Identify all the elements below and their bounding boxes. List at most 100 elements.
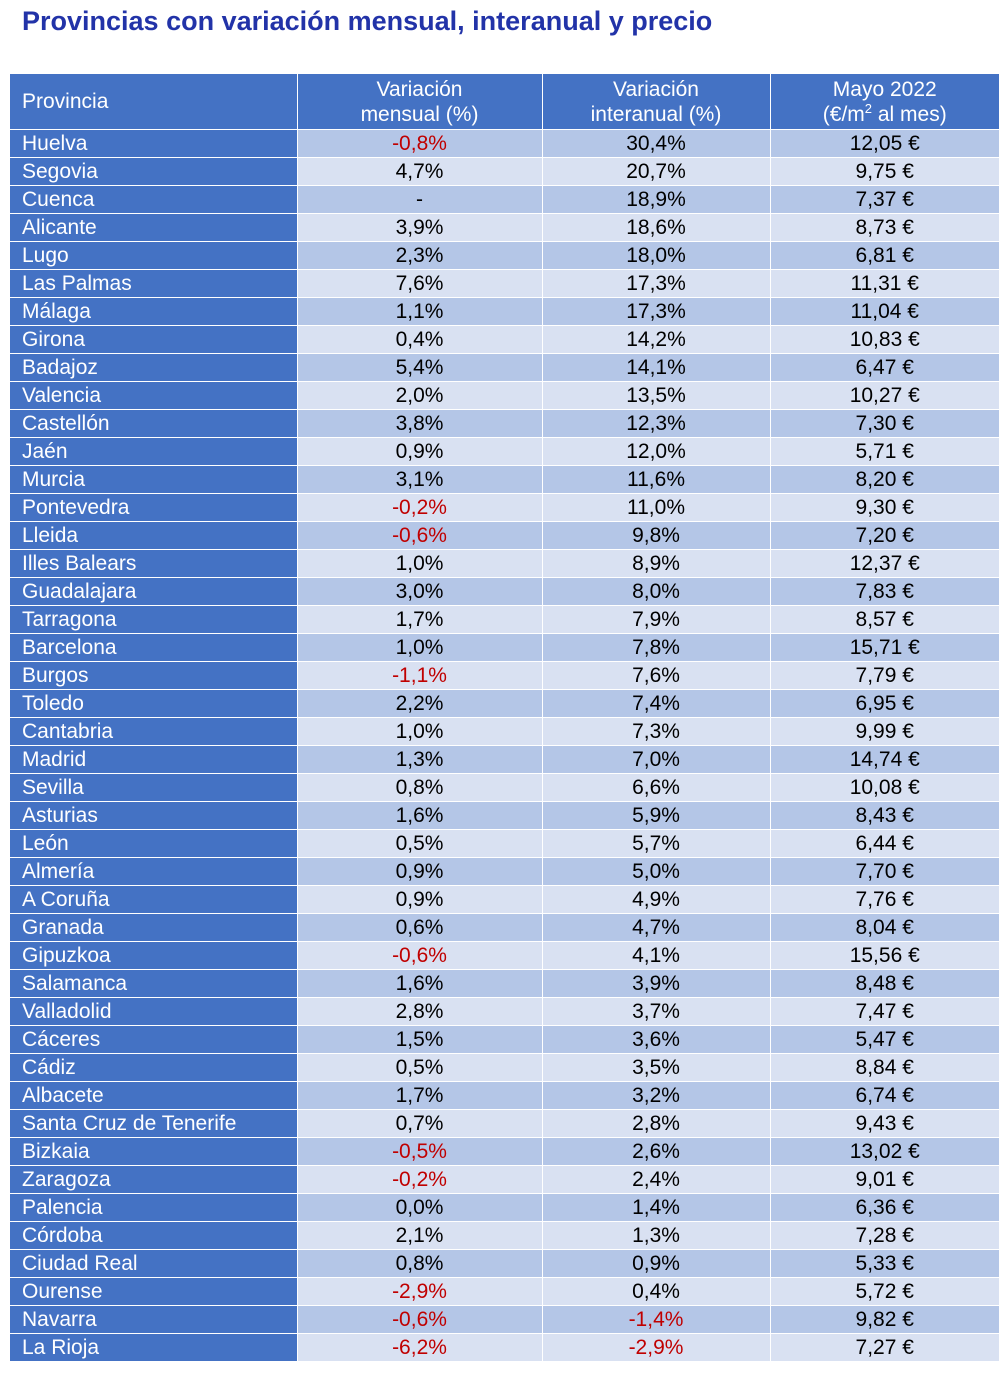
- table-row: Tarragona 1,7% 7,9% 8,57 €: [10, 605, 999, 634]
- cell-variacion-mensual: 5,4%: [297, 353, 543, 382]
- table-row: Toledo 2,2% 7,4% 6,95 €: [10, 689, 999, 718]
- cell-variacion-mensual: -1,1%: [297, 661, 543, 690]
- table-row: Lleida -0,6% 9,8% 7,20 €: [10, 521, 999, 550]
- table-body: Huelva -0,8% 30,4% 12,05 € Segovia 4,7% 20,7% 9…: [10, 129, 999, 1361]
- table-row: Asturias 1,6% 5,9% 8,43 €: [10, 801, 999, 830]
- cell-precio: 6,74 €: [770, 1081, 999, 1110]
- cell-variacion-mensual: 0,0%: [297, 1193, 543, 1222]
- cell-variacion-interanual: 6,6%: [542, 773, 771, 802]
- header-precio-unit-post: al mes): [872, 102, 947, 126]
- header-precio: Mayo 2022 (€/m2 al mes): [770, 74, 999, 130]
- provinces-table: Provincia Variación mensual (%) Variació…: [10, 74, 999, 1361]
- cell-variacion-interanual: 30,4%: [542, 129, 771, 158]
- cell-variacion-interanual: 14,1%: [542, 353, 771, 382]
- header-row: Provincia Variación mensual (%) Variació…: [10, 74, 999, 130]
- cell-precio: 6,36 €: [770, 1193, 999, 1222]
- table-row: Illes Balears 1,0% 8,9% 12,37 €: [10, 549, 999, 578]
- cell-variacion-interanual: 2,8%: [542, 1109, 771, 1138]
- cell-precio: 11,31 €: [770, 269, 999, 298]
- table-row: Córdoba 2,1% 1,3% 7,28 €: [10, 1221, 999, 1250]
- cell-variacion-mensual: 0,9%: [297, 857, 543, 886]
- cell-precio: 11,04 €: [770, 297, 999, 326]
- cell-variacion-mensual: 1,0%: [297, 549, 543, 578]
- cell-variacion-interanual: 12,3%: [542, 409, 771, 438]
- cell-provincia: Tarragona: [10, 605, 298, 634]
- cell-variacion-mensual: 2,0%: [297, 381, 543, 410]
- cell-provincia: Lleida: [10, 521, 298, 550]
- cell-variacion-interanual: -1,4%: [542, 1305, 771, 1334]
- cell-variacion-interanual: 13,5%: [542, 381, 771, 410]
- cell-variacion-mensual: 1,1%: [297, 297, 543, 326]
- cell-precio: 7,70 €: [770, 857, 999, 886]
- cell-precio: 10,27 €: [770, 381, 999, 410]
- cell-provincia: Cáceres: [10, 1025, 298, 1054]
- cell-precio: 10,83 €: [770, 325, 999, 354]
- cell-provincia: Las Palmas: [10, 269, 298, 298]
- table-row: Cáceres 1,5% 3,6% 5,47 €: [10, 1025, 999, 1054]
- cell-variacion-interanual: 18,0%: [542, 241, 771, 270]
- cell-variacion-interanual: 18,9%: [542, 185, 771, 214]
- cell-precio: 8,43 €: [770, 801, 999, 830]
- table-row: Jaén 0,9% 12,0% 5,71 €: [10, 437, 999, 466]
- cell-variacion-interanual: 3,7%: [542, 997, 771, 1026]
- cell-provincia: Córdoba: [10, 1221, 298, 1250]
- header-precio-line1: Mayo 2022: [832, 77, 937, 101]
- cell-variacion-interanual: 14,2%: [542, 325, 771, 354]
- cell-provincia: A Coruña: [10, 885, 298, 914]
- cell-variacion-interanual: 20,7%: [542, 157, 771, 186]
- cell-variacion-mensual: 0,9%: [297, 437, 543, 466]
- cell-variacion-interanual: 2,4%: [542, 1165, 771, 1194]
- cell-precio: 9,99 €: [770, 717, 999, 746]
- table-row: Alicante 3,9% 18,6% 8,73 €: [10, 213, 999, 242]
- cell-precio: 5,72 €: [770, 1277, 999, 1306]
- cell-provincia: Barcelona: [10, 633, 298, 662]
- cell-variacion-interanual: 1,4%: [542, 1193, 771, 1222]
- table-row: León 0,5% 5,7% 6,44 €: [10, 829, 999, 858]
- cell-variacion-mensual: -2,9%: [297, 1277, 543, 1306]
- cell-variacion-mensual: -0,6%: [297, 941, 543, 970]
- cell-provincia: Murcia: [10, 465, 298, 494]
- cell-precio: 15,56 €: [770, 941, 999, 970]
- cell-variacion-mensual: -0,2%: [297, 493, 543, 522]
- header-interanual-line2: interanual (%): [590, 102, 722, 126]
- cell-variacion-mensual: 4,7%: [297, 157, 543, 186]
- cell-precio: 5,47 €: [770, 1025, 999, 1054]
- table-row: La Rioja -6,2% -2,9% 7,27 €: [10, 1333, 999, 1361]
- table-row: Zaragoza -0,2% 2,4% 9,01 €: [10, 1165, 999, 1194]
- header-interanual-line1: Variación: [613, 77, 699, 101]
- cell-variacion-mensual: -6,2%: [297, 1333, 543, 1361]
- cell-variacion-interanual: 4,9%: [542, 885, 771, 914]
- table-row: Albacete 1,7% 3,2% 6,74 €: [10, 1081, 999, 1110]
- cell-variacion-interanual: 0,4%: [542, 1277, 771, 1306]
- cell-provincia: Sevilla: [10, 773, 298, 802]
- table-row: Ourense -2,9% 0,4% 5,72 €: [10, 1277, 999, 1306]
- cell-variacion-mensual: 0,8%: [297, 773, 543, 802]
- table-row: Barcelona 1,0% 7,8% 15,71 €: [10, 633, 999, 662]
- table-row: Santa Cruz de Tenerife 0,7% 2,8% 9,43 €: [10, 1109, 999, 1138]
- cell-provincia: Valencia: [10, 381, 298, 410]
- table-row: A Coruña 0,9% 4,9% 7,76 €: [10, 885, 999, 914]
- cell-provincia: Pontevedra: [10, 493, 298, 522]
- cell-precio: 7,28 €: [770, 1221, 999, 1250]
- cell-variacion-interanual: 7,6%: [542, 661, 771, 690]
- cell-provincia: Girona: [10, 325, 298, 354]
- cell-precio: 8,73 €: [770, 213, 999, 242]
- cell-provincia: Lugo: [10, 241, 298, 270]
- cell-variacion-mensual: 3,1%: [297, 465, 543, 494]
- table-header: Provincia Variación mensual (%) Variació…: [10, 74, 999, 130]
- cell-provincia: Santa Cruz de Tenerife: [10, 1109, 298, 1138]
- cell-provincia: Málaga: [10, 297, 298, 326]
- cell-provincia: Albacete: [10, 1081, 298, 1110]
- table-row: Burgos -1,1% 7,6% 7,79 €: [10, 661, 999, 690]
- cell-precio: 7,83 €: [770, 577, 999, 606]
- cell-variacion-interanual: 0,9%: [542, 1249, 771, 1278]
- header-provincia: Provincia: [10, 74, 298, 130]
- page-title: Provincias con variación mensual, intera…: [22, 6, 713, 36]
- cell-variacion-mensual: -0,8%: [297, 129, 543, 158]
- cell-variacion-interanual: 4,7%: [542, 913, 771, 942]
- cell-precio: 9,43 €: [770, 1109, 999, 1138]
- cell-provincia: Almería: [10, 857, 298, 886]
- cell-variacion-mensual: 0,6%: [297, 913, 543, 942]
- cell-variacion-mensual: 0,4%: [297, 325, 543, 354]
- header-mensual-line1: Variación: [376, 77, 463, 101]
